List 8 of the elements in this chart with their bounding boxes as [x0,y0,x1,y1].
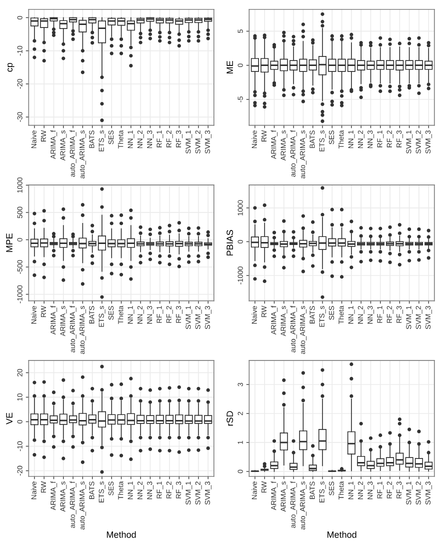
y-axis-title: VE [6,412,12,424]
y-axis-title: PBIAS [226,230,234,256]
x-axis-title: Method [327,531,356,538]
y-axis-title: cp [8,62,14,72]
y-axis-title: ME [226,60,233,74]
x-axis-title: Method [106,531,136,538]
y-axis-title: rSD [226,411,234,426]
y-axis-title: MPE [6,233,12,252]
